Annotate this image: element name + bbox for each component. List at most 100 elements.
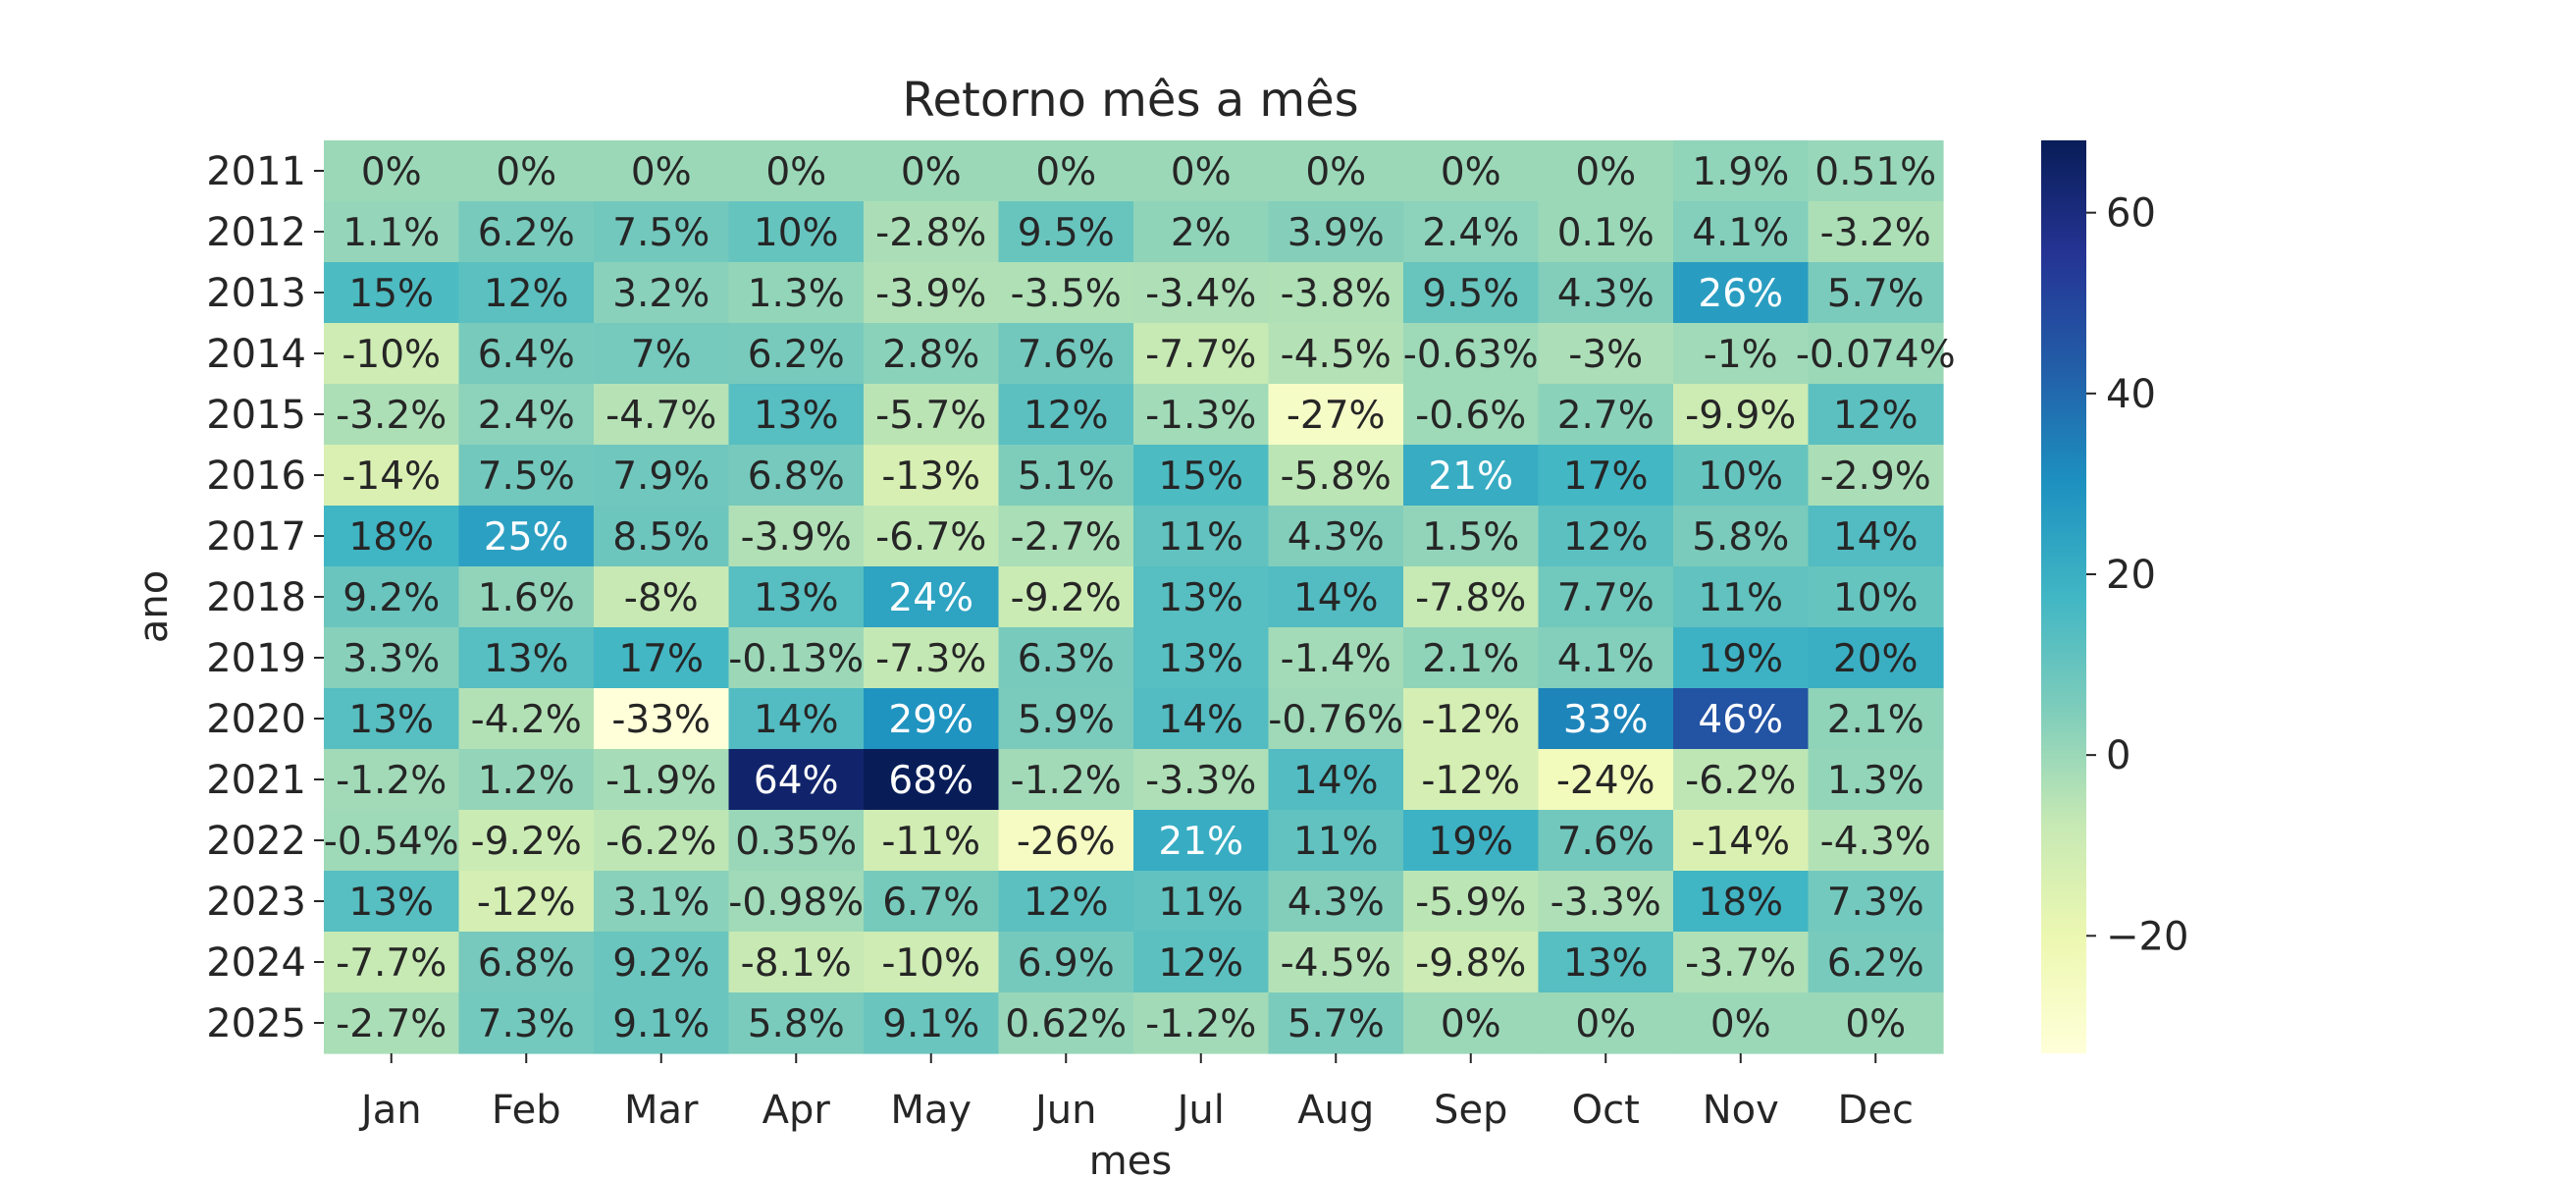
heatmap-cell [1538,262,1674,324]
cell-value-label: 4.3% [1557,272,1655,316]
heatmap-cell [1268,262,1404,324]
cell-value-label: -3.2% [336,394,447,438]
colorbar-tick-label: −20 [2106,914,2188,959]
heatmap-cell [998,506,1134,567]
cell-value-label: 68% [888,759,973,803]
colorbar-tick-label: 60 [2106,191,2156,237]
heatmap-cell [1808,932,1944,993]
x-tick-label: Sep [1434,1088,1507,1133]
cell-value-label: -4.7% [605,394,716,438]
heatmap-cell [594,932,730,993]
heatmap-cell [1268,506,1404,567]
heatmap-cell [1808,323,1944,385]
cell-value-label: -0.6% [1415,394,1526,438]
heatmap-cell [864,384,1000,446]
heatmap-cell [998,323,1134,385]
cell-value-label: 14% [754,698,839,742]
heatmap-cell [1403,262,1540,324]
cell-value-label: -3.3% [1551,881,1661,925]
cell-value-label: 0.1% [1557,211,1655,255]
heatmap-cell [998,445,1134,507]
heatmap-cell [594,445,730,507]
cell-value-label: -7.8% [1415,576,1526,620]
heatmap-cell [1808,445,1944,507]
cell-value-label: 7.3% [478,1002,575,1046]
heatmap-cell [1673,566,1810,628]
y-axis-title: ano [131,570,177,643]
heatmap-cell [324,445,460,507]
heatmap-cell [1403,688,1540,750]
cell-value-label: -2.7% [336,1002,447,1046]
cell-value-label: 13% [348,698,434,742]
cell-value-label: 1.3% [748,272,845,316]
cell-value-label: 6.9% [1018,941,1115,986]
cell-value-label: -1.3% [1145,394,1256,438]
heatmap-cell [1808,688,1944,750]
cell-value-label: 13% [1563,941,1649,986]
heatmap-cell [1808,992,1944,1054]
heatmap-cell [1538,323,1674,385]
heatmap-cell [1403,810,1540,872]
heatmap-cell [458,262,595,324]
cell-value-label: -24% [1556,759,1656,803]
heatmap-cell [998,566,1134,628]
cell-value-label: -1.2% [336,759,447,803]
cell-value-label: 21% [1428,455,1513,499]
heatmap-cell [1133,323,1270,385]
x-tick-label: Apr [762,1088,831,1133]
heatmap-cell [1673,871,1810,933]
x-tick-label: Nov [1703,1088,1779,1133]
cell-value-label: -4.5% [1281,333,1392,377]
cell-value-label: 13% [1158,637,1243,681]
cell-value-label: 33% [1563,698,1649,742]
cell-value-label: 46% [1698,698,1783,742]
cell-value-label: 3.2% [612,272,710,316]
cell-value-label: 7.9% [612,455,710,499]
heatmap-cell [324,688,460,750]
cell-value-label: 4.3% [1288,881,1385,925]
x-axis-title: mes [1089,1139,1172,1178]
heatmap-cell [1403,566,1540,628]
cell-value-label: -6.7% [875,515,986,560]
cell-value-label: 6.8% [478,941,575,986]
cell-value-label: 1.5% [1422,515,1519,560]
heatmap-cell [1538,384,1674,446]
cell-value-label: 20% [1833,637,1919,681]
heatmap-cell [1403,140,1540,202]
cell-value-label: 0% [1710,1002,1771,1046]
cell-value-label: 6.4% [478,333,575,377]
heatmap-cell [1808,506,1944,567]
cell-value-label: -4.2% [471,698,582,742]
cell-value-label: -1.9% [605,759,716,803]
cell-value-label: 1.1% [342,211,440,255]
cell-value-label: 6.2% [1827,941,1924,986]
cell-value-label: 11% [1698,576,1783,620]
heatmap-cell [1808,810,1944,872]
heatmap-cell [998,627,1134,689]
cell-value-label: 13% [348,881,434,925]
cell-value-label: -6.2% [1685,759,1796,803]
cell-value-label: 12% [1024,394,1109,438]
cell-value-label: 9.1% [882,1002,979,1046]
cell-value-label: -12% [1421,759,1520,803]
cell-value-label: 12% [484,272,569,316]
cell-value-label: 18% [1698,881,1783,925]
y-tick-label: 2013 [206,271,306,316]
heatmap-cell [1268,871,1404,933]
heatmap-cell [1673,140,1810,202]
heatmap-cell [324,749,460,811]
heatmap-cell [458,932,595,993]
x-tick-label: Oct [1572,1088,1640,1133]
cell-value-label: -14% [342,455,441,499]
x-axis: Jan Feb Mar Apr May Jun Jul Aug Sep Oct Nov Dec [358,1053,1914,1133]
cell-value-label: -5.7% [875,394,986,438]
cell-value-label: 0% [361,150,422,194]
heatmap-cell [1808,140,1944,202]
cell-value-label: 12% [1833,394,1919,438]
cell-value-label: 6.7% [882,881,979,925]
heatmap-cell [728,262,865,324]
heatmap-cell [458,627,595,689]
heatmap-cell [458,688,595,750]
heatmap-cell [864,445,1000,507]
